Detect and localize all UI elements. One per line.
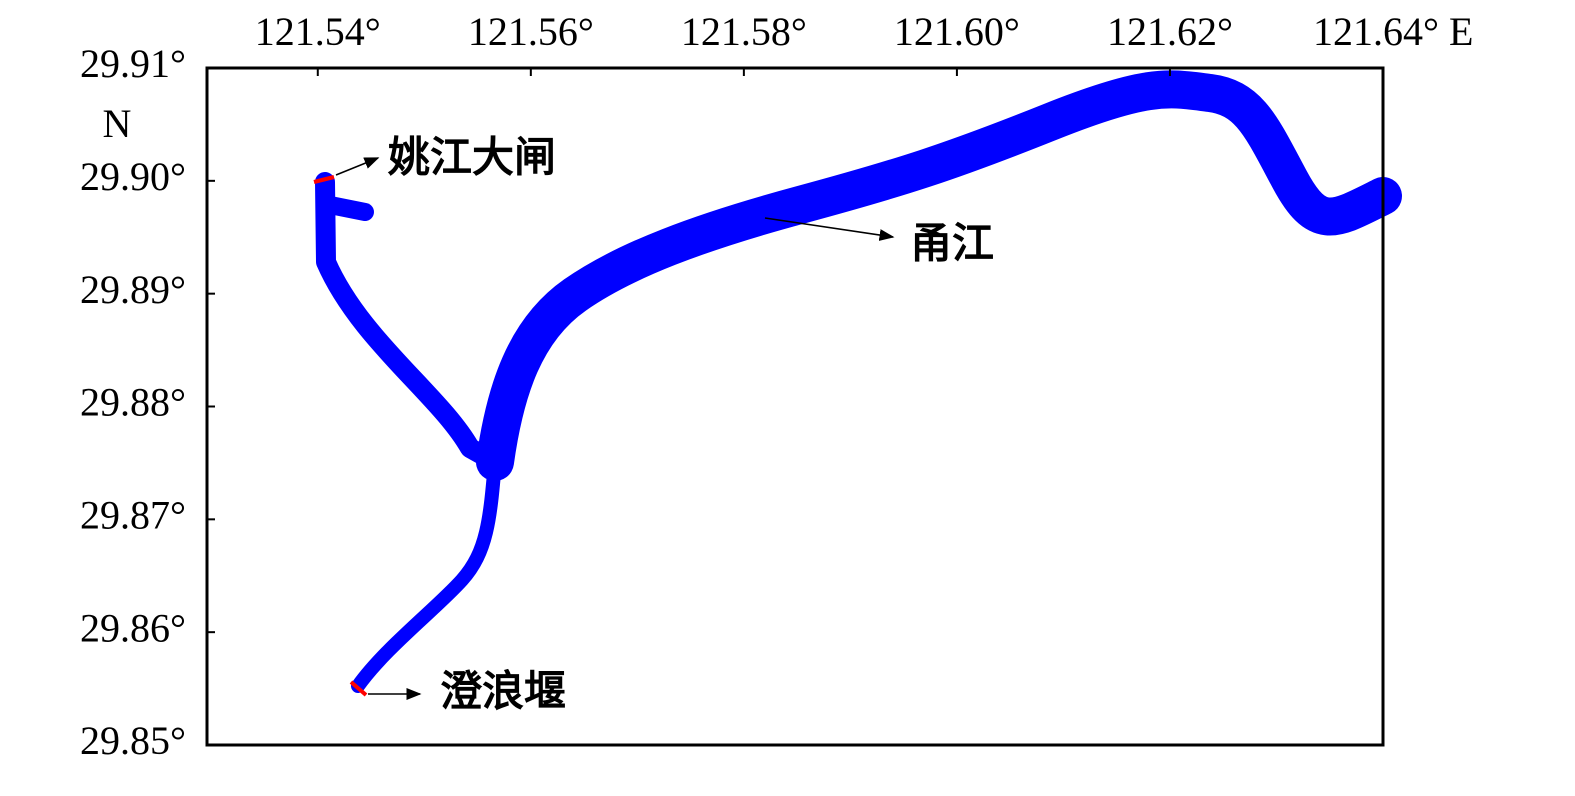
x-tick-label: 121.54° xyxy=(255,9,381,54)
y-tick-label: 29.86° xyxy=(80,605,186,650)
y-tick-label: 29.89° xyxy=(80,267,186,312)
y-tick-label: 29.90° xyxy=(80,154,186,199)
y-tick-label: 29.91° xyxy=(80,41,186,86)
arrow xyxy=(335,157,380,176)
y-tick-label: 29.87° xyxy=(80,493,186,538)
y-axis-label: N xyxy=(103,101,132,146)
y-tick-label: 29.85° xyxy=(80,718,186,763)
river xyxy=(315,70,1402,693)
x-tick-label: 121.56° xyxy=(468,9,594,54)
gate-marker xyxy=(313,175,335,184)
x-tick-label: 121.58° xyxy=(681,9,807,54)
annotation: 姚江大闸 xyxy=(387,133,556,182)
y-tick-label: 29.88° xyxy=(80,380,186,425)
arrow xyxy=(764,217,895,241)
weir-marker xyxy=(349,680,368,697)
x-tick-label: 121.60° xyxy=(894,9,1020,54)
frame xyxy=(205,66,1385,747)
annotation: 澄浪堰 xyxy=(440,667,566,716)
x-tick-label: 121.64° E xyxy=(1313,9,1473,54)
x-tick-label: 121.62° xyxy=(1107,9,1233,54)
annotation: 甬江 xyxy=(910,219,994,268)
